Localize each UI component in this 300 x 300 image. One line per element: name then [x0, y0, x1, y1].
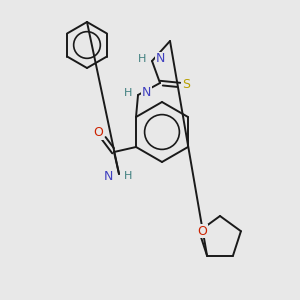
Text: O: O: [93, 127, 103, 140]
Text: S: S: [182, 79, 190, 92]
Text: N: N: [103, 169, 113, 182]
Text: N: N: [142, 86, 152, 100]
Text: H: H: [138, 54, 146, 64]
Text: H: H: [124, 88, 132, 98]
Text: N: N: [156, 52, 165, 65]
Text: H: H: [124, 171, 132, 181]
Text: O: O: [197, 225, 207, 238]
